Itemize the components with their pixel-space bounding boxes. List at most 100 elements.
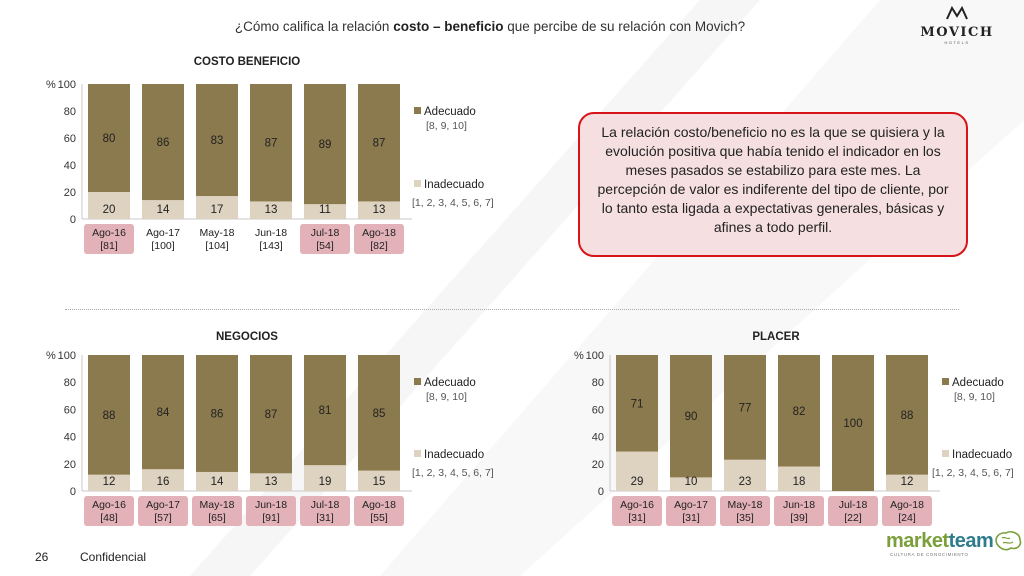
placer-y-axis-label: % [574, 350, 584, 362]
negocios-chart-title: NEGOCIOS [216, 331, 278, 343]
negocios-x-tick-label: Jun-18 [255, 499, 287, 511]
negocios-data-label-inadecuado: 13 [265, 476, 278, 488]
placer-chart-title: PLACER [752, 331, 800, 343]
costo-x-tick-label: Ago-16 [92, 227, 126, 239]
negocios-legend-swatch-adecuado [414, 378, 421, 385]
section-divider [65, 309, 959, 310]
marketteam-brand-b: team [948, 530, 994, 552]
placer-y-tick-label: 60 [592, 404, 604, 416]
negocios-y-tick-label: 20 [64, 459, 76, 471]
placer-x-tick-label: Ago-18 [890, 499, 924, 511]
negocios-legend-adecuado-scale: [8, 9, 10] [426, 391, 467, 403]
costo-y-axis-label: % [46, 79, 56, 91]
costo-bar-inadecuado [250, 201, 292, 219]
costo-x-tick-label: Ago-18 [362, 227, 396, 239]
placer-category-highlight [612, 496, 662, 526]
negocios-legend-inadecuado: Inadecuado [424, 449, 484, 461]
marketteam-brand-a: market [886, 530, 949, 552]
costo-category-highlight [84, 224, 134, 254]
placer-data-label-inadecuado: 12 [901, 476, 914, 488]
negocios-sample-size-label: [55] [370, 512, 388, 524]
negocios-category-highlight [246, 496, 296, 526]
costo-x-tick-label: Jun-18 [255, 227, 287, 239]
question-bold: costo – beneficio [393, 19, 504, 34]
costo-sample-size-label: [54] [316, 240, 334, 252]
negocios-data-label-inadecuado: 14 [211, 476, 224, 488]
negocios-x-tick-label: Ago-17 [146, 499, 180, 511]
costo-data-label-adecuado: 87 [265, 138, 278, 150]
placer-y-tick-label: 40 [592, 432, 604, 444]
negocios-category-highlight [84, 496, 134, 526]
placer-y-tick-label: 100 [586, 350, 604, 362]
costo-bar-inadecuado [88, 192, 130, 219]
costo-x-tick-label: Ago-17 [146, 227, 180, 239]
negocios-bar-adecuado [142, 355, 184, 470]
costo-chart-title: COSTO BENEFICIO [194, 56, 301, 68]
negocios-y-tick-label: 100 [58, 350, 76, 362]
placer-bar-inadecuado [886, 474, 928, 491]
negocios-data-label-inadecuado: 12 [103, 476, 116, 488]
placer-bar-inadecuado [778, 466, 820, 491]
negocios-sample-size-label: [91] [262, 512, 280, 524]
negocios-data-label-adecuado: 86 [211, 408, 224, 420]
movich-logo: MOVICH HOTELS [916, 5, 998, 45]
costo-data-label-inadecuado: 17 [211, 204, 224, 216]
costo-data-label-inadecuado: 13 [373, 204, 386, 216]
costo-category-highlight [300, 224, 350, 254]
costo-legend-adecuado: Adecuado [424, 106, 476, 118]
page-number: 26 [35, 550, 49, 564]
negocios-bar-inadecuado [142, 469, 184, 491]
negocios-y-tick-label: 0 [70, 486, 76, 498]
placer-bar-adecuado [616, 355, 658, 452]
placer-legend-adecuado-scale: [8, 9, 10] [954, 391, 995, 403]
costo-bar-inadecuado [142, 200, 184, 219]
placer-bar-adecuado [724, 355, 766, 460]
negocios-bar-adecuado [196, 355, 238, 472]
placer-bar-inadecuado [616, 451, 658, 491]
negocios-y-tick-label: 40 [64, 432, 76, 444]
placer-data-label-adecuado: 88 [901, 410, 914, 422]
negocios-sample-size-label: [31] [316, 512, 334, 524]
negocios-sample-size-label: [48] [100, 512, 118, 524]
placer-bar-adecuado [670, 355, 712, 478]
costo-legend-adecuado-scale: [8, 9, 10] [426, 120, 467, 132]
placer-bar-adecuado [886, 355, 928, 475]
negocios-data-label-inadecuado: 16 [157, 476, 170, 488]
negocios-category-highlight [138, 496, 188, 526]
costo-data-label-adecuado: 83 [211, 135, 224, 147]
placer-legend-inadecuado-scale: [1, 2, 3, 4, 5, 6, 7] [932, 467, 1014, 479]
costo-legend-swatch-inadecuado [414, 180, 421, 187]
costo-bar-adecuado [142, 84, 184, 201]
placer-category-highlight [720, 496, 770, 526]
costo-legend-inadecuado: Inadecuado [424, 179, 484, 191]
placer-category-highlight [666, 496, 716, 526]
negocios-y-axis-label: % [46, 350, 56, 362]
placer-x-tick-label: Ago-17 [674, 499, 708, 511]
confidential-label: Confidencial [80, 550, 147, 564]
negocios-bar-adecuado [358, 355, 400, 471]
negocios-x-tick-label: Ago-16 [92, 499, 126, 511]
placer-data-label-inadecuado: 23 [739, 476, 752, 488]
placer-sample-size-label: [35] [736, 512, 754, 524]
placer-category-highlight [828, 496, 878, 526]
costo-data-label-inadecuado: 20 [103, 204, 116, 216]
costo-y-tick-label: 20 [64, 187, 76, 199]
costo-legend-swatch-adecuado [414, 107, 421, 114]
negocios-category-highlight [300, 496, 350, 526]
negocios-data-label-adecuado: 81 [319, 405, 332, 417]
negocios-data-label-inadecuado: 15 [373, 476, 386, 488]
costo-y-tick-label: 80 [64, 106, 76, 118]
placer-sample-size-label: [39] [790, 512, 808, 524]
negocios-bar-adecuado [88, 355, 130, 475]
negocios-data-label-adecuado: 88 [103, 410, 116, 422]
costo-sample-size-label: [143] [259, 240, 282, 252]
movich-sub: HOTELS [944, 40, 970, 45]
placer-y-tick-label: 0 [598, 486, 604, 498]
negocios-legend-adecuado: Adecuado [424, 377, 476, 389]
negocios-bar-inadecuado [196, 471, 238, 491]
negocios-x-tick-label: Jul-18 [311, 499, 340, 511]
placer-data-label-adecuado: 90 [685, 411, 698, 423]
movich-emblem-icon [946, 5, 968, 20]
placer-data-label-adecuado: 82 [793, 406, 806, 418]
costo-sample-size-label: [81] [100, 240, 118, 252]
